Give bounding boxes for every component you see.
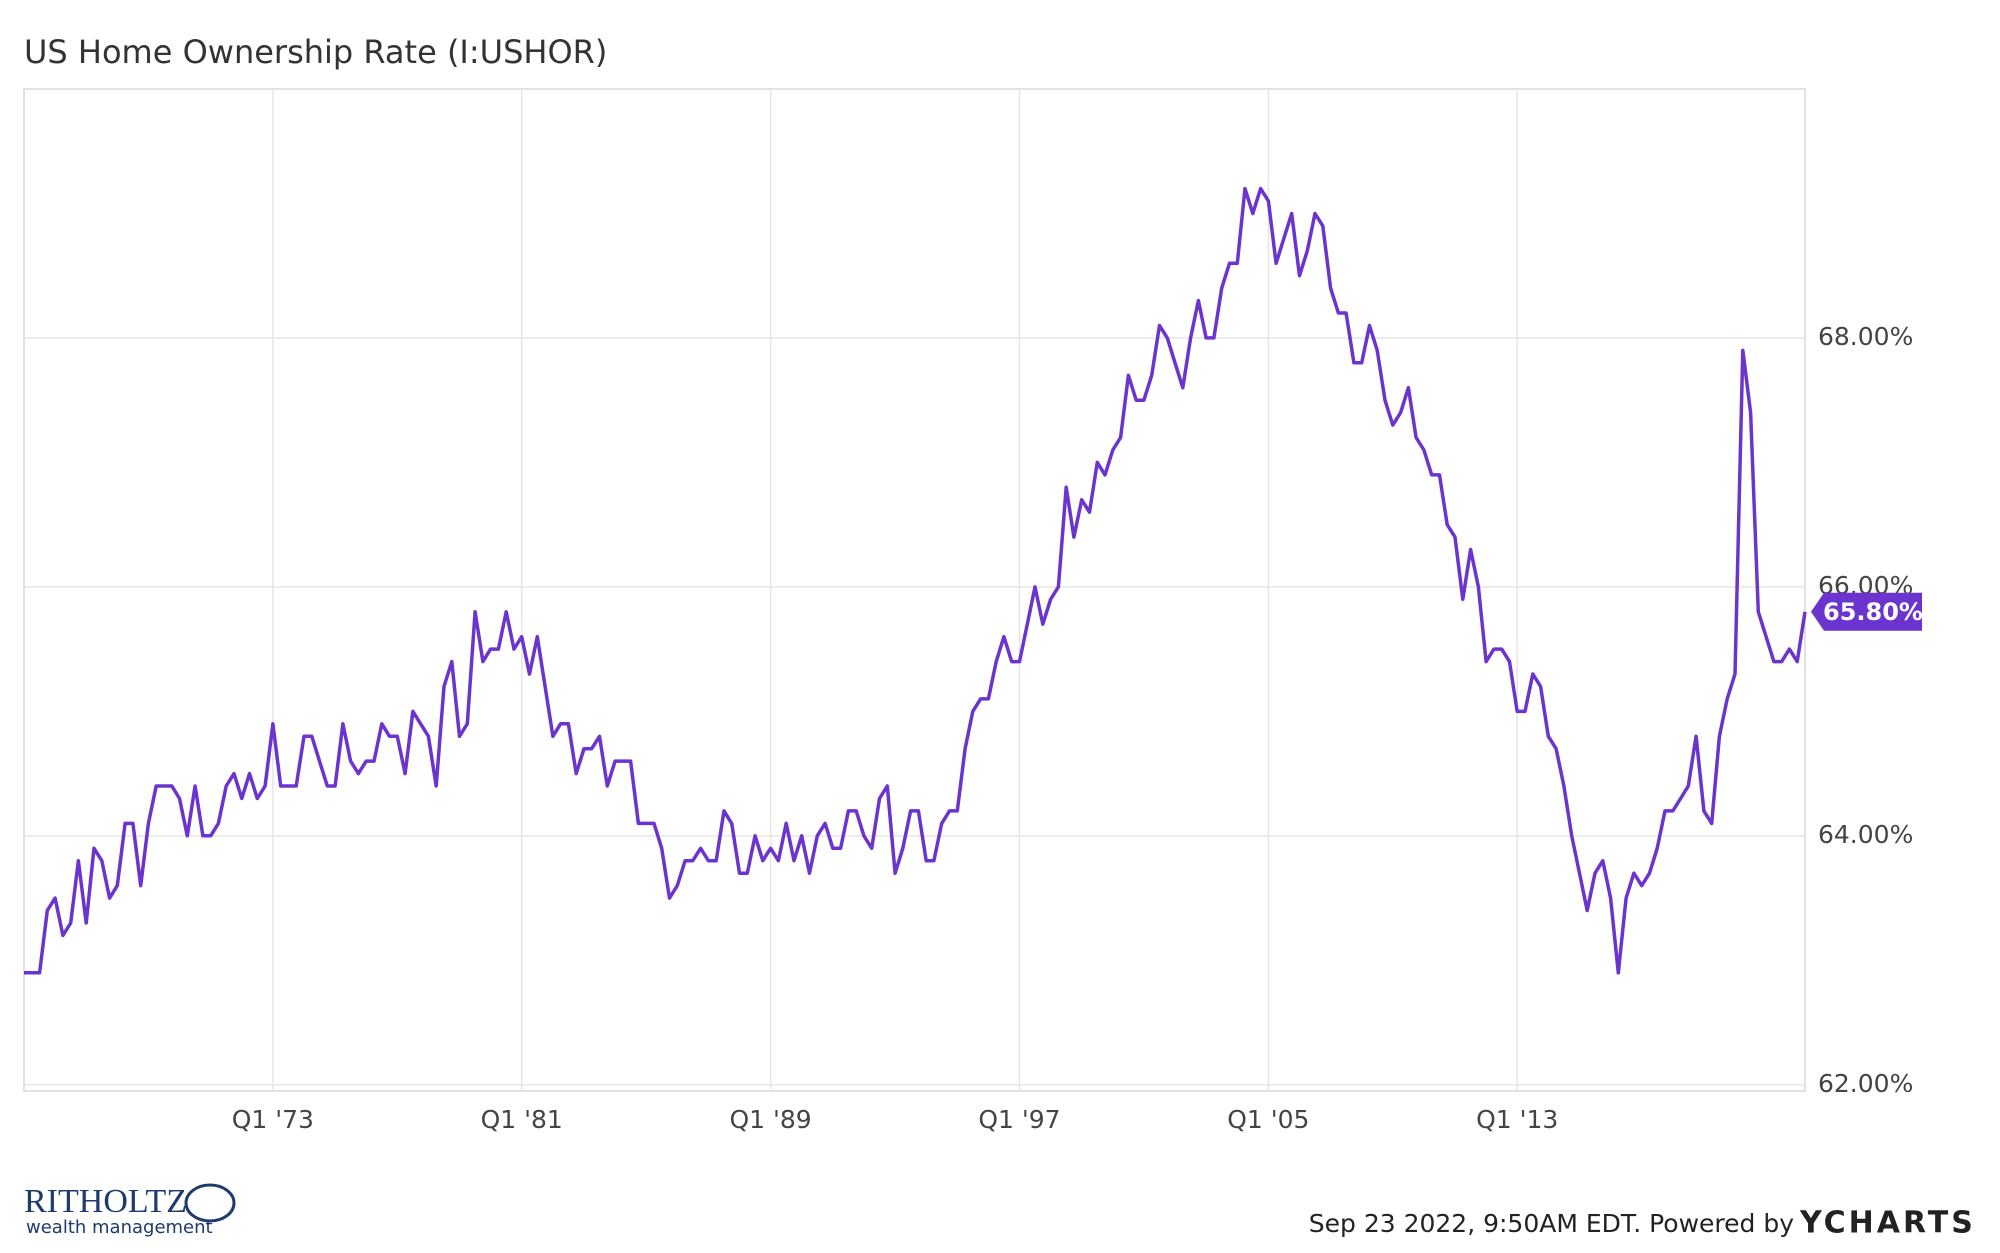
y-tick-label: 62.00%	[1818, 1069, 1913, 1098]
y-tick-label: 68.00%	[1818, 322, 1913, 351]
x-tick-label: Q1 '89	[730, 1105, 812, 1134]
last-value-label: 65.80%	[1823, 598, 1923, 626]
plot-frame	[23, 88, 1806, 1092]
x-tick-label: Q1 '13	[1476, 1105, 1558, 1134]
logo-name: RITHOLTZ	[24, 1183, 187, 1220]
x-tick-label: Q1 '73	[232, 1105, 314, 1134]
brand: YCHARTS	[1799, 1206, 1976, 1241]
footer: Sep 23 2022, 9:50AM EDT. Powered by	[1309, 1209, 1794, 1238]
logo-sub: wealth management	[26, 1217, 213, 1238]
x-tick-label: Q1 '97	[978, 1105, 1060, 1134]
series-line	[24, 186, 1807, 975]
x-tick-label: Q1 '81	[481, 1105, 563, 1134]
logo-icon	[184, 1183, 236, 1223]
x-tick-label: Q1 '05	[1227, 1105, 1309, 1134]
chart-title: US Home Ownership Rate (I:USHOR)	[24, 33, 607, 71]
y-tick-label: 64.00%	[1818, 820, 1913, 849]
last-value-tag	[1811, 592, 1922, 631]
